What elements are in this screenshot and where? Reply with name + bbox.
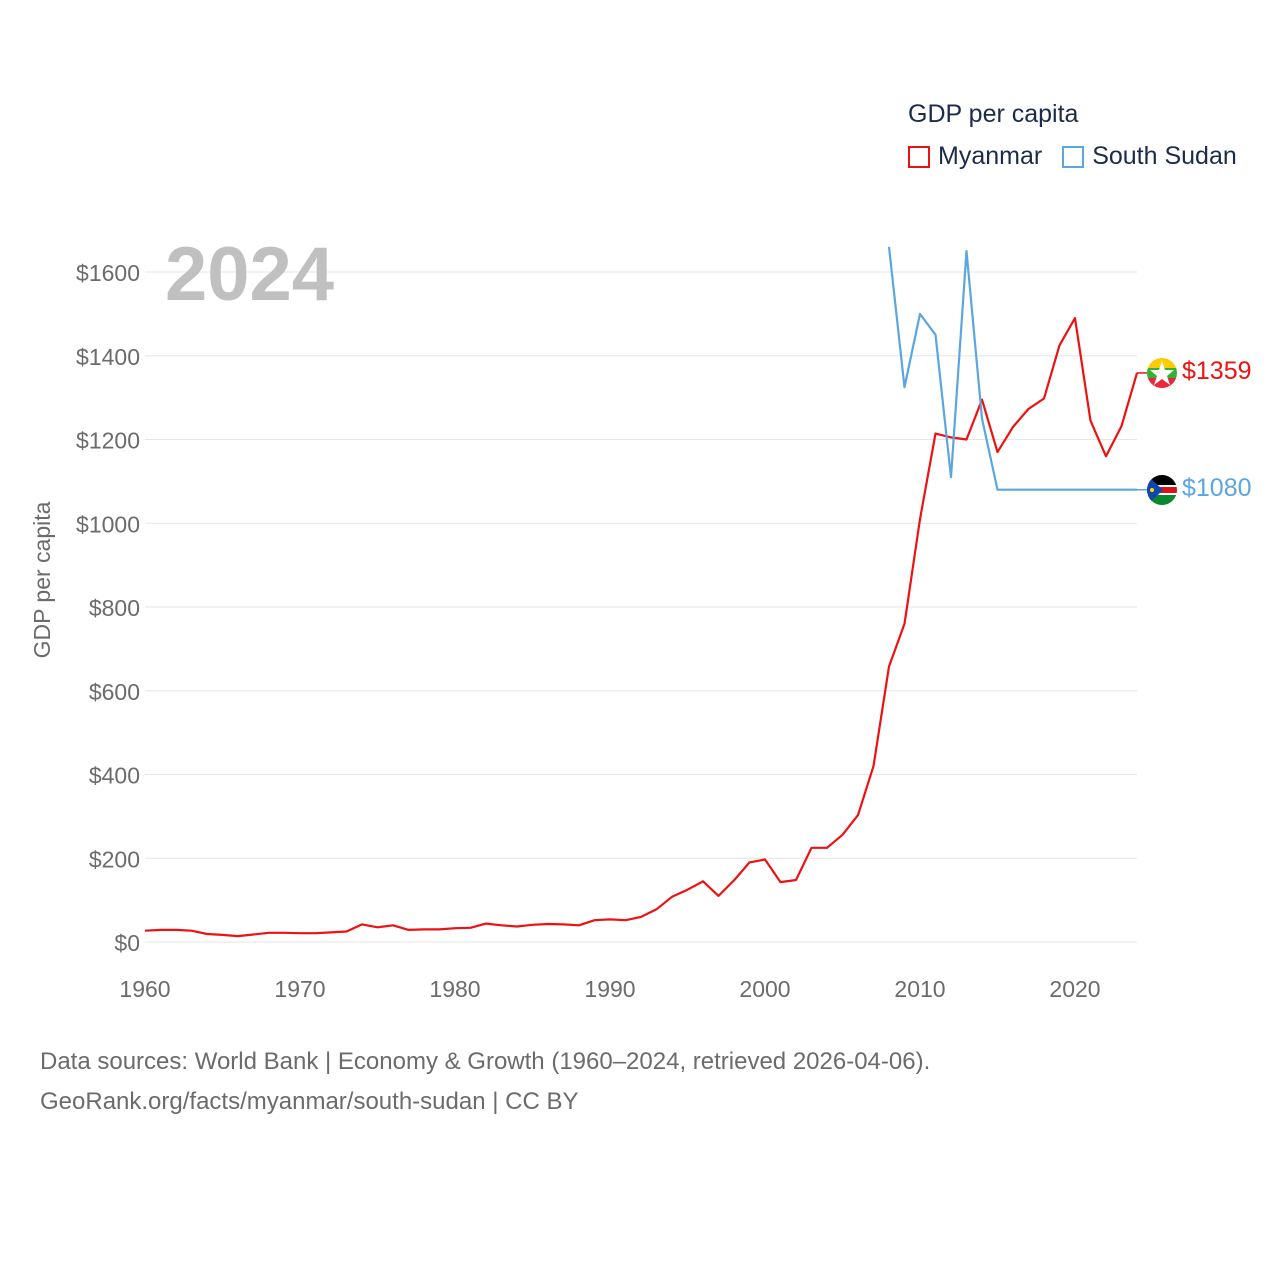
y-tick-label: $400	[89, 763, 140, 789]
legend-swatch-south-sudan	[1062, 145, 1085, 168]
series-line-myanmar	[144, 317, 1139, 938]
south-sudan-flag-icon	[1147, 475, 1177, 505]
legend: Myanmar South Sudan	[908, 142, 1257, 171]
y-tick-label: $1200	[76, 428, 140, 454]
legend-swatch-myanmar	[908, 145, 930, 168]
series-lines	[144, 246, 1147, 938]
year-label: 2024	[165, 232, 334, 317]
y-tick-label: $1000	[76, 511, 140, 537]
x-tick-label: 1960	[119, 976, 170, 1002]
series-line-south-sudan	[887, 246, 1137, 491]
x-tick-label: 1990	[584, 976, 635, 1002]
y-tick-label: $600	[89, 679, 140, 705]
myanmar-end-label: $1359	[1182, 357, 1252, 385]
footer: Data sources: World Bank | Economy & Gro…	[40, 1042, 930, 1122]
y-tick-label: $800	[89, 595, 140, 621]
x-tick-label: 1970	[274, 976, 325, 1002]
south-sudan-end-label: $1080	[1182, 474, 1252, 502]
legend-item-myanmar[interactable]: Myanmar	[908, 142, 1042, 171]
legend-label-south-sudan: South Sudan	[1092, 142, 1237, 170]
legend-label-myanmar: Myanmar	[938, 142, 1043, 170]
data-sources-text: Data sources: World Bank | Economy & Gro…	[40, 1048, 931, 1075]
legend-title: GDP per capita	[908, 100, 1079, 128]
y-tick-label: $1600	[76, 260, 140, 286]
source-link-text[interactable]: GeoRank.org/facts/myanmar/south-sudan | …	[40, 1088, 579, 1115]
x-tick-label: 2020	[1049, 976, 1100, 1002]
x-tick-label: 2000	[739, 976, 790, 1002]
y-tick-label: $0	[114, 930, 140, 956]
x-tick-label: 2010	[894, 976, 945, 1002]
y-axis-ticks: $0 $200 $400 $600 $800 $1000 $1200 $1400 $1600	[76, 260, 140, 956]
line-chart: $0 $200 $400 $600 $800 $1000 $1200 $1400 $1600 1…	[29, 232, 1252, 1002]
x-axis-ticks: 1960 1970 1980 1990 2000 2010 2020	[119, 976, 1100, 1002]
legend-item-south-sudan[interactable]: South Sudan	[1062, 142, 1237, 171]
y-tick-label: $200	[89, 846, 140, 872]
y-tick-label: $1400	[76, 344, 140, 370]
y-axis-label: GDP per capita	[29, 501, 55, 658]
myanmar-flag-icon	[1147, 358, 1177, 388]
gridlines	[145, 271, 1137, 943]
x-tick-label: 1980	[429, 976, 480, 1002]
